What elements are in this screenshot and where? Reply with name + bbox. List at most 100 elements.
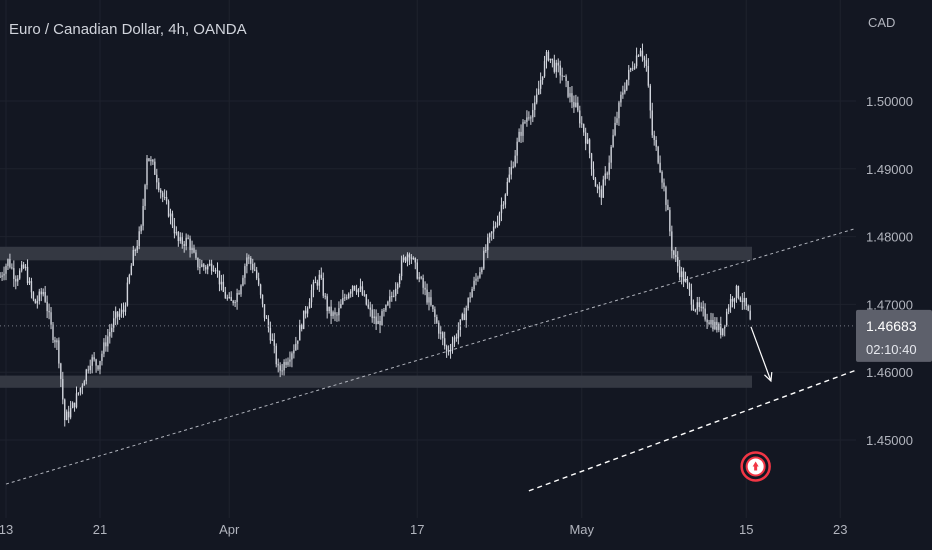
candle-timer-label: 02:10:40 — [866, 342, 917, 357]
price-axis[interactable] — [856, 0, 932, 550]
candle-body — [741, 300, 744, 303]
candle-body — [406, 254, 409, 262]
candle-body — [594, 178, 597, 187]
candle-body — [71, 402, 74, 409]
sr-zone-2[interactable] — [0, 375, 752, 388]
candle-body — [301, 325, 303, 330]
candle-body — [44, 292, 46, 302]
candle-body — [257, 278, 260, 285]
candle-body — [263, 304, 266, 318]
candle-body — [602, 179, 604, 198]
candle-body — [688, 283, 691, 291]
x-tick-label: 13 — [0, 522, 13, 537]
candle-body — [142, 205, 144, 226]
candle-body — [702, 306, 704, 309]
candle-body — [336, 314, 338, 316]
candle-body — [469, 297, 471, 299]
candle-body — [177, 232, 180, 242]
candle-body — [475, 278, 477, 281]
candle-body — [377, 320, 379, 325]
candle-body — [56, 340, 58, 343]
time-axis[interactable] — [0, 518, 932, 550]
candle-body — [48, 311, 50, 313]
candle-body — [724, 325, 726, 329]
candle-body — [13, 268, 15, 280]
candle-body — [669, 210, 671, 232]
candle-body — [704, 308, 706, 320]
candle-body — [620, 94, 622, 103]
sr-zone-1[interactable] — [0, 246, 752, 261]
candle-body — [524, 121, 526, 123]
candle-body — [389, 296, 391, 302]
candle-body — [261, 294, 264, 305]
candle-body — [391, 296, 393, 298]
y-tick-label: 1.45000 — [866, 433, 913, 448]
chart-title[interactable]: Euro / Canadian Dollar, 4h, OANDA — [9, 21, 247, 38]
candle-body — [569, 93, 571, 97]
candle-body — [489, 233, 491, 238]
candle-body — [530, 117, 532, 119]
candle-body — [64, 399, 66, 421]
candle-body — [453, 337, 456, 344]
candle-body — [537, 88, 540, 95]
candle-body — [483, 250, 485, 269]
projection-arrow[interactable] — [750, 326, 772, 382]
candle-body — [191, 248, 193, 251]
candle-body — [463, 314, 465, 321]
candle-body — [657, 146, 659, 163]
candle-body — [598, 186, 601, 190]
candle-body — [306, 308, 309, 314]
candle-body — [588, 139, 591, 154]
candle-body — [449, 350, 452, 352]
candle-body — [140, 225, 142, 232]
candle-body — [291, 353, 293, 360]
candle-body — [398, 276, 401, 284]
candle-body — [622, 92, 624, 95]
candle-body — [626, 79, 628, 90]
candle-body — [363, 294, 366, 296]
candle-body — [604, 173, 606, 180]
candle-body — [416, 262, 418, 279]
last-price-label: 1.46683 — [866, 318, 917, 334]
trendline-1[interactable] — [5, 227, 859, 485]
candle-body — [727, 307, 730, 312]
candle-body — [541, 76, 544, 81]
candle-body — [357, 288, 360, 293]
candle-body — [60, 363, 62, 379]
candle-body — [148, 158, 150, 162]
trendline-2[interactable] — [528, 368, 859, 492]
candle-body — [447, 351, 450, 353]
candle-body — [592, 169, 595, 179]
candle-body — [606, 173, 608, 175]
y-tick-label: 1.47000 — [866, 297, 913, 312]
candle-body — [310, 290, 313, 303]
candle-body — [745, 297, 747, 307]
candle-body — [514, 155, 516, 167]
candle-body — [581, 123, 583, 125]
candle-body — [712, 320, 714, 330]
candle-body — [114, 311, 117, 319]
candle-body — [173, 225, 176, 234]
candle-body — [678, 266, 681, 278]
candle-body — [122, 309, 125, 312]
candle-body — [512, 166, 514, 168]
candle-body — [207, 265, 209, 270]
candle-body — [75, 393, 78, 408]
candle-body — [228, 296, 230, 298]
candle-body — [387, 301, 389, 306]
candle-body — [696, 302, 698, 310]
candle-body — [89, 365, 91, 371]
candle-body — [101, 353, 103, 362]
candle-body — [496, 222, 499, 226]
candle-body — [479, 272, 481, 278]
candle-body — [171, 213, 174, 226]
candle-body — [690, 290, 693, 305]
candle-body — [163, 196, 166, 198]
candle-body — [575, 102, 577, 107]
candle-body — [250, 258, 252, 264]
candle-body — [516, 141, 518, 156]
candle-body — [500, 204, 503, 214]
candle-body — [67, 411, 70, 418]
last-price-tag[interactable] — [856, 309, 932, 362]
